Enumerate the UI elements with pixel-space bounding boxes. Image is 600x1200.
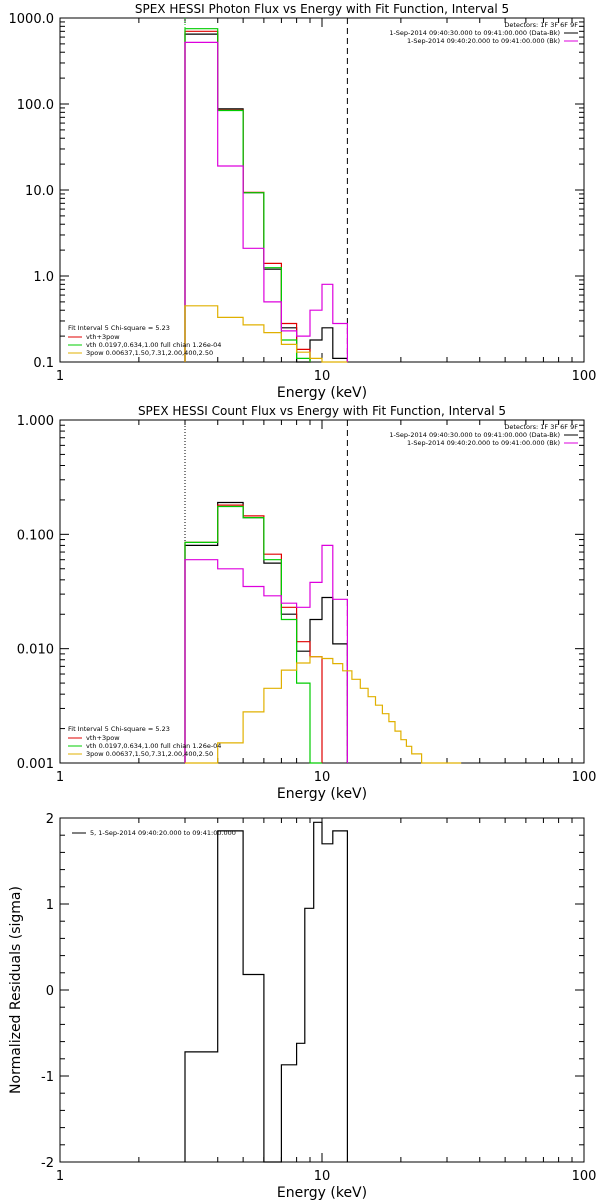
series-vth (184, 505, 322, 764)
legend-entry: vth+3pow (86, 734, 120, 742)
x-tick-label: 1 (56, 1169, 64, 1184)
series-bk (184, 41, 348, 362)
series-3pow (185, 656, 462, 764)
x-tick-label: 100 (572, 1169, 597, 1184)
legend-header: Fit Interval 5 Chi-square = 5.23 (68, 324, 170, 332)
x-tick-label: 100 (572, 369, 597, 384)
y-tick-label: 100.0 (17, 98, 54, 113)
y-tick-label: 1.0 (33, 270, 54, 285)
residuals-panel: 1 10 100 Energy (keV) -2 -1 0 1 2 Normalized Resi… (8, 812, 596, 1200)
series-data-bk (184, 33, 348, 363)
count-flux-panel: SPEX HESSI Count Flux vs Energy with Fit… (17, 404, 597, 802)
x-tick-label: 100 (572, 770, 597, 785)
series-vth-3pow (184, 30, 311, 362)
y-tick-label: 2 (46, 812, 54, 827)
legend-entry: 1-Sep-2014 09:40:20.000 to 09:41:00.000 … (407, 37, 560, 45)
y-tick-label: 0 (46, 984, 54, 999)
legend-entry: 5, 1-Sep-2014 09:40:20.000 to 09:41:00.0… (90, 829, 236, 837)
x-axis-label: Energy (keV) (277, 786, 367, 802)
y-tick-label: 0.1 (33, 356, 54, 371)
y-tick-label: 0.001 (17, 757, 54, 772)
photon-flux-panel: SPEX HESSI Photon Flux vs Energy with Fi… (9, 2, 597, 401)
plot-frame (59, 817, 585, 1163)
x-tick-label: 10 (314, 1169, 331, 1184)
x-axis-label: Energy (keV) (277, 385, 367, 401)
legend-entry: vth 0.0197,0.634,1.00 full chian 1.26e-0… (86, 341, 221, 349)
y-axis-label: Normalized Residuals (sigma) (8, 886, 24, 1094)
legend-entry: vth+3pow (86, 333, 120, 341)
legend-entry: 3pow 0.00637,1.50,7.31,2.00,400,2.50 (86, 750, 213, 758)
y-tick-label: 1 (46, 898, 54, 913)
y-tick-label: -2 (41, 1156, 54, 1171)
legend-entry: vth 0.0197,0.634,1.00 full chian 1.26e-0… (86, 742, 221, 750)
x-tick-label: 1 (56, 369, 64, 384)
x-tick-label: 10 (314, 369, 331, 384)
series-5 (184, 821, 348, 1163)
series-bk (184, 544, 348, 763)
series-vth (184, 28, 311, 362)
chart-title: SPEX HESSI Photon Flux vs Energy with Fi… (135, 2, 509, 16)
series-3pow (184, 305, 348, 363)
y-tick-label: 1000.0 (9, 12, 55, 27)
chart-title: SPEX HESSI Count Flux vs Energy with Fit… (138, 404, 506, 418)
legend-header: Detectors: 1F 3F 6F 9F (504, 423, 578, 431)
legend-entry: 1-Sep-2014 09:40:30.000 to 09:41:00.000 … (389, 431, 560, 439)
y-tick-label: 0.100 (17, 528, 54, 543)
y-tick-label: 10.0 (25, 184, 54, 199)
series-vth-3pow (184, 504, 323, 763)
x-axis-label: Energy (keV) (277, 1185, 367, 1200)
legend-entry: 3pow 0.00637,1.50,7.31,2.00,400,2.50 (86, 349, 213, 357)
legend-entry: 1-Sep-2014 09:40:30.000 to 09:41:00.000 … (389, 29, 560, 37)
legend-header: Detectors: 1F 3F 6F 9F (504, 21, 578, 29)
legend-header: Fit Interval 5 Chi-square = 5.23 (68, 725, 170, 733)
y-tick-label: 0.010 (17, 643, 54, 658)
legend-entry: 1-Sep-2014 09:40:20.000 to 09:41:00.000 … (407, 439, 560, 447)
y-tick-label: -1 (41, 1070, 54, 1085)
x-tick-label: 10 (314, 770, 331, 785)
series-data-bk (184, 501, 348, 763)
y-tick-label: 1.000 (17, 414, 54, 429)
x-tick-label: 1 (56, 770, 64, 785)
